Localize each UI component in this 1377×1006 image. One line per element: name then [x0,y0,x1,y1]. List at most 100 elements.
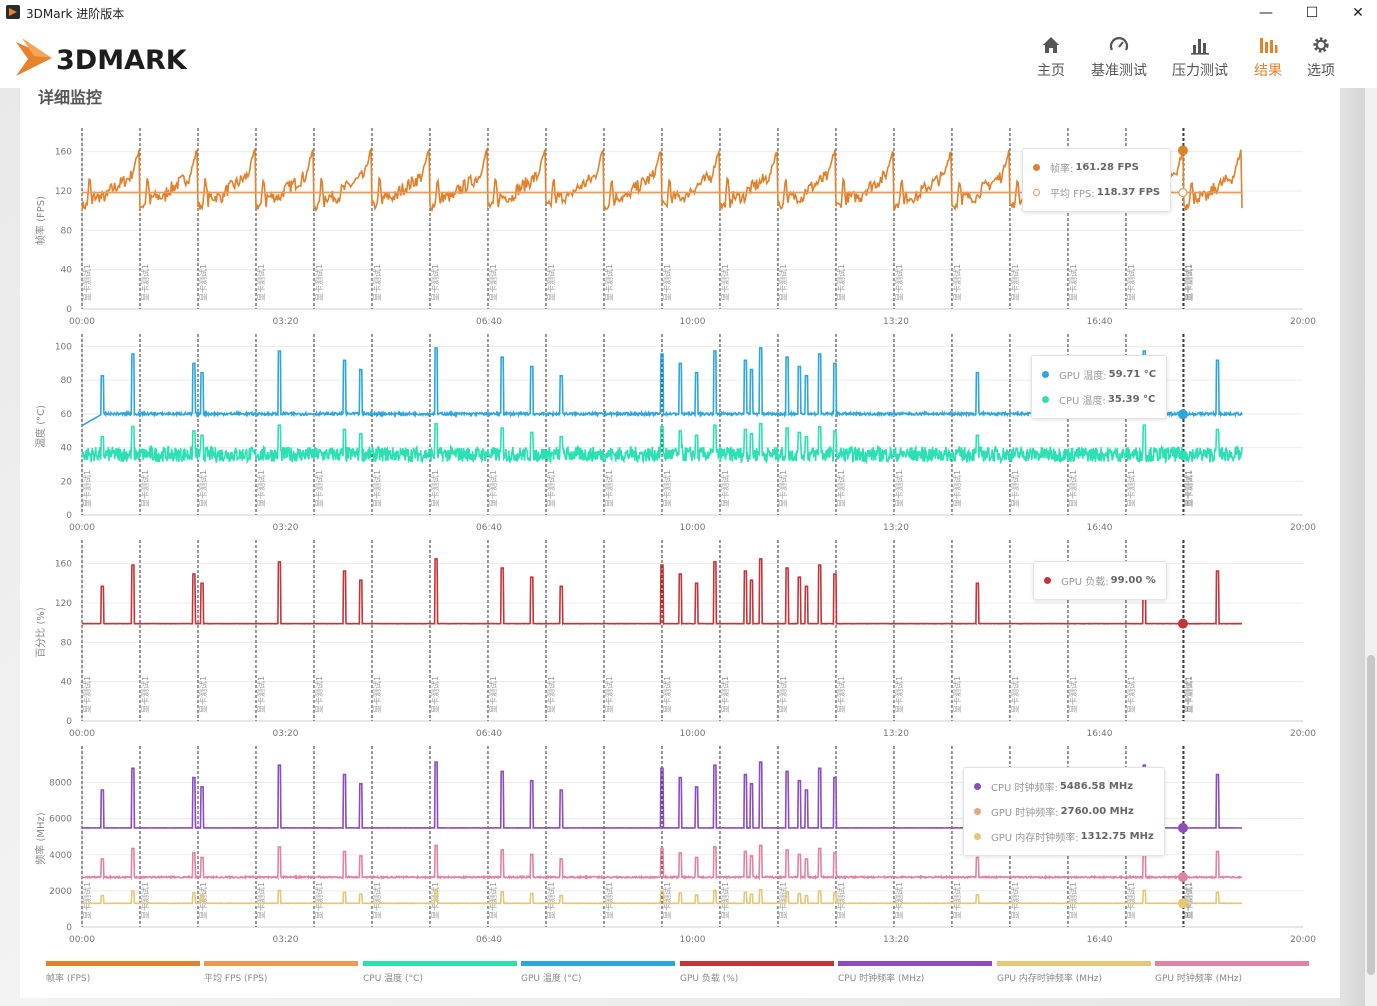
test-marker-label: 显卡测试1 [314,470,324,507]
legend-avg-fps[interactable]: 平均 FPS (FPS) [204,961,358,984]
tooltip-value: 118.37 FPS [1096,187,1161,198]
y-tick-label: 160 [55,148,72,158]
test-marker-label: 显卡测试1 [1183,470,1193,507]
scrollbar-thumb[interactable] [1367,655,1375,975]
test-marker-label: 显卡测试1 [952,470,962,507]
legend-swatch [46,961,200,966]
test-marker-label: 显卡测试1 [1184,676,1194,713]
tooltip-label: GPU 时钟频率: [991,808,1059,819]
x-tick-label: 10:00 [680,729,706,739]
x-tick-label: 16:40 [1087,523,1113,533]
x-tick-label: 03:20 [273,523,299,533]
x-tick-label: 10:00 [680,523,706,533]
test-marker-label: 显卡测试1 [82,470,92,507]
test-marker-label: 显卡测试1 [836,676,846,713]
series-dot [1033,164,1040,171]
test-marker-label: 显卡测试1 [1184,470,1194,507]
y-tick-label: 0 [66,717,72,727]
y-tick-label: 2000 [49,887,72,897]
test-marker-label: 显卡测试1 [198,470,208,507]
test-marker-label: 显卡测试1 [372,470,382,507]
test-marker-label: 显卡测试1 [256,264,266,301]
series-gpu-clock-line [81,844,1242,881]
y-tick-label: 40 [61,444,73,454]
test-marker-label: 显卡测试1 [836,470,846,507]
y-tick-label: 20 [61,477,73,487]
tooltip-label: 帧率: [1050,164,1074,175]
tooltip-value: 161.28 FPS [1075,162,1139,173]
window-titlebar: 3DMark 进阶版本 — ☐ ✕ [0,0,1377,26]
nav-benchmarks[interactable]: 基准测试 [1084,34,1154,80]
test-marker-label: 显卡测试1 [82,264,92,301]
nav-stress-tests-label: 压力测试 [1172,63,1228,79]
test-marker-label: 显卡测试1 [836,264,846,301]
series-gpu-temp-cursor-point [1177,409,1188,420]
x-tick-label: 00:00 [69,317,95,327]
series-gpu-clock-cursor-point [1177,872,1188,883]
x-tick-label: 13:20 [883,935,909,945]
y-axis-label: 百分比 (%) [35,607,47,658]
test-marker-label: 显卡测试1 [720,470,730,507]
legend-cpu-temp[interactable]: CPU 温度 (°C) [363,961,517,984]
tooltip-value: 2760.00 MHz [1060,806,1134,817]
series-dot [974,808,981,815]
test-marker-label: 显卡测试1 [314,676,324,713]
test-marker-label: 显卡测试1 [1068,264,1078,301]
test-marker-label: 显卡测试1 [1126,882,1136,919]
legend-cpu-clock[interactable]: CPU 时钟频率 (MHz) [838,961,992,984]
maximize-button[interactable]: ☐ [1305,5,1319,21]
y-tick-label: 80 [61,376,73,386]
tooltip-label: GPU 负载: [1061,577,1109,588]
legend-gpu-load[interactable]: GPU 负载 (%) [680,961,834,984]
logo-wordmark: 3DMARK [56,45,188,76]
window-title: 3DMark 进阶版本 [26,7,125,21]
x-tick-label: 06:40 [476,317,502,327]
gear-icon [1313,37,1329,53]
test-marker-label: 显卡测试1 [430,470,440,507]
test-marker-label: 显卡测试1 [894,882,904,919]
legend-fps[interactable]: 帧率 (FPS) [46,961,200,984]
legend-gpu-temp[interactable]: GPU 温度 (°C) [521,961,675,984]
test-marker-label: 显卡测试1 [546,470,556,507]
bar-chart-icon [1191,39,1209,55]
legend-label: 平均 FPS (FPS) [204,974,268,984]
x-tick-label: 13:20 [883,317,909,327]
test-marker-label: 显卡测试1 [1068,470,1078,507]
test-marker-label: 显卡测试1 [1010,882,1020,919]
nav-home[interactable]: 主页 [1016,34,1086,80]
test-marker-label: 显卡测试1 [1126,264,1136,301]
cursor-point-avg-fps [1178,188,1188,198]
test-marker-label: 显卡测试1 [720,264,730,301]
series-gpu-load-line [82,558,1243,626]
x-tick-label: 06:40 [476,523,502,533]
minimize-button[interactable]: — [1259,5,1273,21]
test-marker-label: 显卡测试1 [1126,676,1136,713]
series-dot [1042,396,1049,403]
legend-gpu-mem-clock[interactable]: GPU 内存时钟频率 (MHz) [997,961,1151,984]
test-marker-label: 显卡测试1 [1183,264,1193,301]
test-marker-label: 显卡测试1 [662,676,672,713]
nav-options[interactable]: 选项 [1286,34,1356,80]
test-marker-label: 显卡测试1 [140,882,150,919]
legend-swatch [838,961,992,966]
close-button[interactable]: ✕ [1352,5,1364,21]
test-marker-label: 显卡测试1 [256,676,266,713]
tooltip-clocks: CPU 时钟频率: 5486.58 MHz GPU 时钟频率: 2760.00 MH… [963,767,1165,856]
x-tick-label: 13:20 [883,523,909,533]
test-marker-label: 显卡测试1 [430,264,440,301]
legend-label: GPU 负载 (%) [680,974,739,984]
x-tick-label: 20:00 [1290,317,1316,327]
3dmark-logo[interactable]: 3DMARK [12,32,222,82]
legend-swatch [204,961,358,966]
y-axis-label: 温度 (°C) [34,405,47,448]
nav-stress-tests[interactable]: 压力测试 [1165,34,1235,80]
test-marker-label: 显卡测试1 [546,264,556,301]
legend-gpu-clock[interactable]: GPU 时钟频率 (MHz) [1155,961,1309,984]
test-marker-label: 显卡测试1 [1183,882,1193,919]
y-tick-label: 6000 [49,815,72,825]
tooltip-value: 5486.58 MHz [1059,781,1134,792]
nav-results[interactable]: 结果 [1233,34,1303,80]
legend-label: CPU 温度 (°C) [363,974,423,984]
nav-results-label: 结果 [1254,63,1282,79]
